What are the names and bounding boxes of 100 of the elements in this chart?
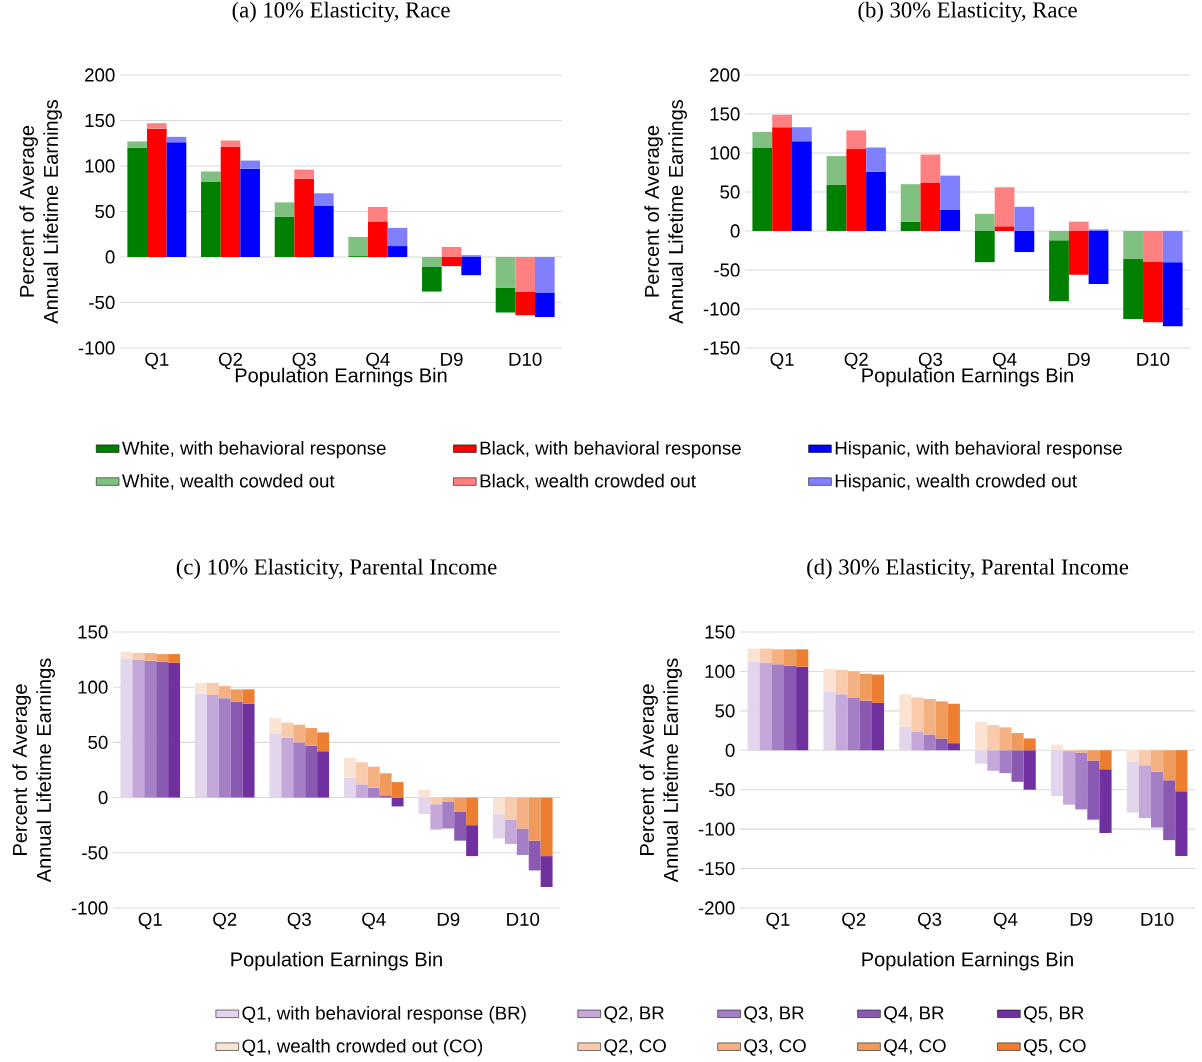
bar	[1087, 750, 1100, 761]
x-tick-label: Q1	[138, 912, 162, 930]
y-tick-label: -50	[89, 295, 115, 310]
bar	[859, 673, 872, 701]
bar	[923, 734, 936, 751]
bar	[387, 246, 408, 257]
bar	[166, 142, 187, 257]
legend-label: Q3, BR	[744, 1006, 804, 1023]
bar	[294, 169, 314, 179]
bar	[791, 141, 812, 231]
bar	[835, 669, 848, 695]
bar	[466, 825, 479, 857]
bar	[418, 797, 431, 815]
bar	[771, 649, 784, 665]
y-tick-label: 150	[85, 113, 115, 128]
bar	[826, 184, 847, 231]
bar	[492, 814, 505, 839]
y-tick-label: 0	[725, 743, 735, 757]
bar	[923, 699, 936, 735]
bar	[1163, 780, 1176, 841]
bar	[379, 773, 392, 796]
bar	[540, 856, 553, 888]
x-tick-label: Q4	[362, 912, 386, 930]
bar	[274, 202, 295, 217]
y-tick-label: -100	[698, 822, 735, 836]
bar	[1138, 765, 1152, 819]
bar	[147, 128, 167, 257]
bar	[796, 666, 809, 751]
legend-label: Q1, wealth crowded out (CO)	[242, 1038, 483, 1057]
y-tick-label: 200	[85, 68, 115, 82]
y-tick-label: 50	[720, 185, 740, 199]
bar	[994, 187, 1015, 227]
bar	[387, 227, 408, 247]
bar	[759, 648, 772, 663]
y-axis-title: Percent of Average Annual Lifetime Earnings	[639, 658, 682, 883]
y-tick-label: 150	[78, 625, 108, 639]
y-tick-label: -150	[703, 341, 740, 355]
bar	[194, 693, 207, 798]
bar	[422, 267, 442, 292]
bar	[1075, 752, 1088, 810]
legend-label: White, with behavioral response	[122, 440, 386, 459]
bar	[866, 147, 886, 172]
bar	[1151, 771, 1164, 828]
bar	[911, 731, 924, 751]
y-tick-label: 0	[730, 224, 740, 238]
bar	[367, 787, 380, 798]
bar	[442, 797, 455, 802]
bar	[348, 236, 369, 257]
y-tick-label: -100	[703, 302, 740, 316]
bar	[206, 694, 219, 798]
bar	[1123, 230, 1144, 260]
y-tick-label: -150	[698, 861, 735, 876]
bar	[1143, 261, 1163, 323]
bar	[1126, 750, 1139, 763]
bar	[1014, 206, 1035, 231]
bar	[240, 160, 260, 169]
bar	[220, 146, 241, 257]
x-tick-label: D9	[1070, 912, 1093, 926]
bar	[911, 697, 924, 732]
bar	[752, 131, 773, 148]
bar	[466, 797, 479, 826]
y-tick-label: 150	[705, 625, 735, 639]
bar	[379, 795, 392, 798]
x-tick-label: D10	[1137, 352, 1170, 366]
x-tick-label: D10	[1141, 912, 1174, 926]
bar	[747, 648, 760, 662]
legend-label: Q2, CO	[604, 1039, 666, 1056]
chart-title: (b) 30% Elasticity, Race	[858, 1, 1077, 23]
bar	[1014, 230, 1035, 253]
bar	[847, 671, 860, 698]
y-tick-label: 100	[85, 159, 115, 173]
bar	[534, 256, 555, 293]
bar	[442, 802, 455, 829]
bar	[935, 701, 948, 739]
bar	[132, 659, 145, 798]
bar	[1049, 230, 1069, 241]
bar	[343, 777, 356, 798]
y-tick-label: 50	[715, 704, 735, 718]
y-tick-label: -50	[714, 263, 740, 277]
bar	[206, 682, 219, 695]
legend-label: Q3, CO	[744, 1039, 806, 1056]
bar	[168, 654, 181, 663]
x-tick-label: D9	[441, 352, 463, 366]
x-axis-title: Population Earnings Bin	[231, 951, 442, 971]
bar	[454, 797, 467, 812]
bar	[281, 722, 294, 738]
bar	[368, 206, 388, 222]
bar	[1088, 230, 1109, 285]
bar	[504, 819, 517, 844]
x-tick-label: D9	[437, 912, 460, 926]
bar	[1151, 750, 1164, 772]
y-tick-label: -100	[71, 901, 108, 915]
bar	[772, 127, 792, 231]
legend-label: Q2, BR	[604, 1006, 664, 1023]
bar	[1050, 750, 1064, 797]
bar	[920, 182, 941, 231]
y-tick-label: 200	[710, 68, 740, 82]
bar	[540, 797, 553, 857]
bar	[201, 171, 221, 182]
bar	[194, 682, 207, 694]
